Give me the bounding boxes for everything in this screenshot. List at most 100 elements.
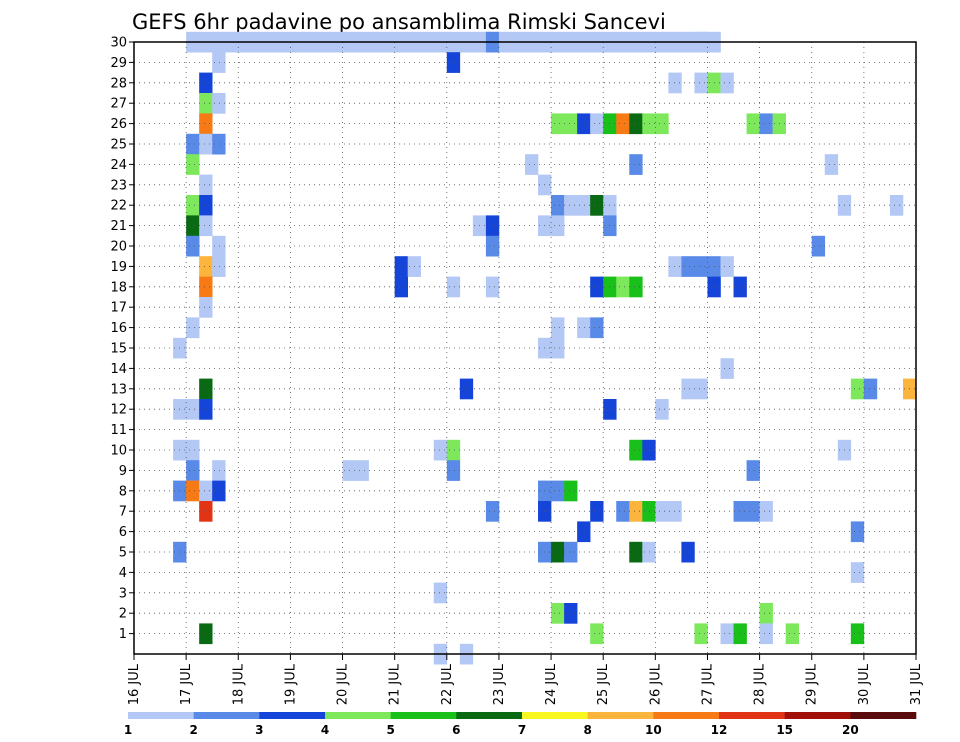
y-tick-label: 12 [110,403,127,418]
y-tick-label: 7 [119,505,127,520]
x-tick-label: 21 JUL [388,663,403,705]
precip-cell [850,562,865,583]
precip-cell [733,623,747,645]
legend-swatch [456,712,523,719]
precip-cell [199,113,213,135]
precip-cell [485,215,500,237]
y-tick-label: 8 [119,484,127,499]
precip-cell [186,439,200,461]
precip-cell [199,297,213,318]
precip-cell [446,276,461,298]
y-tick-label: 23 [110,178,127,193]
y-tick-label: 28 [110,76,127,91]
y-tick-label: 24 [110,158,127,173]
x-tick-label: 23 JUL [492,663,507,705]
y-tick-label: 25 [110,138,127,153]
precip-cell [590,501,604,522]
precip-cell [720,358,734,379]
y-tick-label: 3 [119,586,127,601]
y-tick-label: 9 [119,464,127,479]
precip-cell [485,276,500,298]
precip-cell [186,399,200,420]
precip-cell [446,52,461,73]
precip-cell [863,378,878,400]
precip-cell [577,113,591,135]
x-tick-label: 26 JUL [648,663,663,705]
y-tick-label: 16 [110,321,127,336]
y-tick-label: 22 [110,199,127,214]
precip-cell [186,133,200,155]
precip-cell [551,541,565,563]
precip-cell [433,582,448,604]
precip-cell [186,154,200,175]
precip-cell [199,256,213,277]
precip-cell [199,480,213,502]
legend-swatch [653,712,720,719]
precip-cell [642,541,656,563]
precip-cell [629,276,643,298]
legend-swatch [259,712,326,719]
precip-cell [681,256,695,277]
precip-cell [746,501,760,522]
precip-cell [629,154,643,175]
precip-cell [433,439,448,461]
precip-cell [681,378,695,400]
precip-cell [642,113,656,135]
precip-cell [746,460,760,481]
x-tick-label: 25 JUL [596,663,611,705]
legend-swatch [719,712,785,719]
y-tick-label: 27 [110,97,127,112]
precip-cell [642,439,656,461]
precip-cell [186,317,200,339]
precip-cell [186,235,200,257]
legend-label: 3 [255,723,263,737]
precip-cell [629,113,643,135]
precip-cell [720,72,734,94]
precip-cell [850,378,865,400]
y-tick-label: 30 [110,36,127,51]
legend-label: 1 [124,723,132,737]
precip-cell [850,521,865,543]
precip-cell [616,501,630,522]
precip-cell [577,195,591,216]
precip-cell [668,72,682,94]
legend-label: 10 [645,723,662,737]
y-tick-label: 21 [110,219,127,234]
legend-label: 2 [189,723,197,737]
y-tick-label: 2 [119,607,127,622]
x-tick-label: 20 JUL [336,663,351,705]
precip-cell [212,52,226,73]
precip-cell [446,460,461,481]
precip-cell [759,501,773,522]
x-tick-label: 24 JUL [544,663,559,705]
precip-cell [212,256,226,277]
precip-cell [811,235,826,257]
precip-cell [551,317,565,339]
precip-cell [212,235,226,257]
precip-cell [850,623,865,645]
precip-cell [564,603,578,624]
precip-cell [186,480,200,502]
y-tick-label: 26 [110,117,127,132]
legend-swatch [128,712,194,719]
precip-cell [694,72,708,94]
y-tick-label: 15 [110,342,127,357]
legend-label: 8 [583,723,591,737]
precip-cell [199,174,213,196]
precip-cell [355,460,369,481]
legend-label: 7 [518,723,526,737]
y-tick-label: 13 [110,382,127,397]
precip-cell [681,541,695,563]
y-tick-label: 11 [110,423,127,438]
precip-cell [590,317,604,339]
precip-cell [564,195,578,216]
y-tick-label: 4 [119,566,127,581]
legend-swatch [193,712,260,719]
precip-cell [733,276,747,298]
precip-cell [564,113,578,135]
y-tick-label: 1 [119,627,127,642]
precip-cell [446,439,461,461]
legend-label: 5 [386,723,394,737]
precip-cell [629,439,643,461]
precip-cell [394,256,408,277]
